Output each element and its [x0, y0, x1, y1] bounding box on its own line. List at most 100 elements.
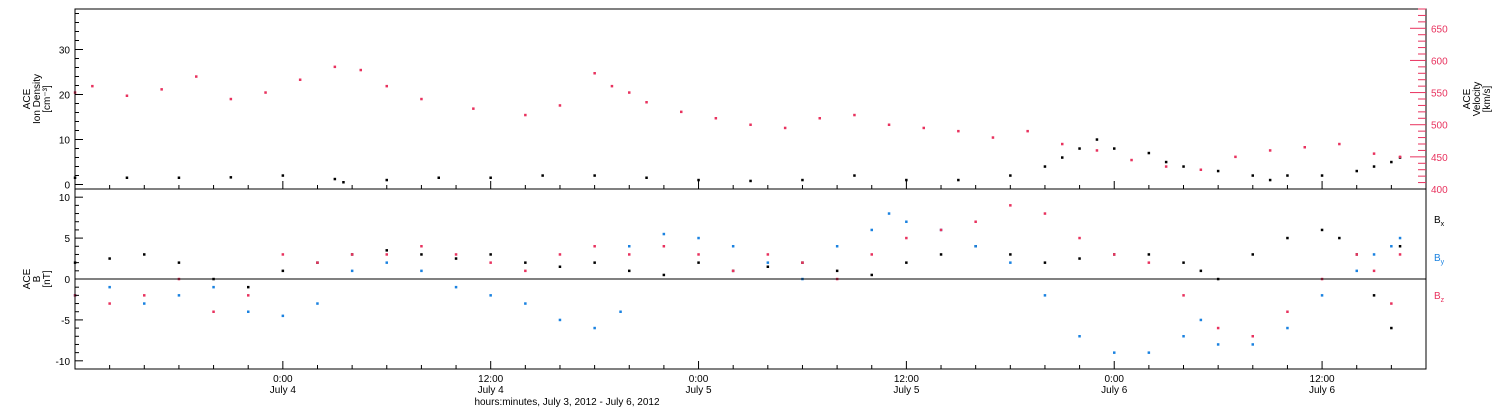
by-point — [1320, 294, 1324, 297]
velocity-point — [1398, 155, 1402, 159]
velocity-axis-label-line-2: Velocity — [1472, 82, 1483, 116]
density-point — [1182, 165, 1185, 168]
x-tick-date-label: July 5 — [893, 385, 920, 396]
by-point — [1043, 294, 1047, 297]
bz-point — [905, 236, 908, 240]
b-axis-ticks: -10 -5 0 5 10 — [56, 193, 83, 368]
bz-point — [974, 220, 977, 223]
by-point — [454, 285, 458, 289]
bz-point — [939, 228, 943, 232]
bx-point — [1078, 257, 1081, 260]
legend-by-sub: y — [1441, 259, 1445, 266]
density-point — [1286, 174, 1289, 177]
velocity-point — [853, 113, 856, 117]
density-point — [281, 174, 285, 177]
bz-point — [801, 261, 804, 264]
velocity-point — [680, 110, 683, 114]
bz-point — [247, 294, 250, 297]
density-point — [957, 178, 960, 182]
velocity-point — [524, 113, 527, 117]
bx-point — [628, 269, 631, 273]
bx-point — [835, 269, 839, 273]
density-point — [541, 174, 544, 177]
bx-point — [870, 273, 873, 277]
by-point — [350, 269, 354, 273]
bz-point — [1078, 236, 1081, 240]
velocity-point — [922, 126, 925, 130]
velocity-point — [714, 117, 718, 120]
bz-point — [628, 253, 631, 256]
bz-point — [1216, 326, 1220, 330]
bx-point — [1286, 236, 1289, 240]
top-panel-frame — [74, 8, 1427, 190]
legend-bz: Bz — [1434, 291, 1445, 304]
velocity-point — [645, 101, 648, 104]
bz-point — [1355, 253, 1358, 256]
density-point — [1355, 169, 1358, 173]
density-point — [1009, 174, 1012, 177]
b-axis-label-line-1: ACE — [22, 268, 33, 289]
density-point — [1216, 169, 1220, 173]
by-point — [593, 326, 596, 330]
by-series — [73, 212, 1402, 354]
x-tick-time-label: 12:00 — [1310, 374, 1335, 385]
bx-point — [385, 249, 388, 252]
velocity-point — [783, 126, 787, 130]
by-point — [385, 261, 388, 264]
velocity-point — [1338, 142, 1341, 146]
velocity-point — [957, 129, 960, 133]
velocity-point — [385, 84, 388, 88]
bz-point — [108, 302, 111, 305]
velocity-point — [887, 123, 891, 126]
velocity-point — [1061, 142, 1064, 146]
bx-point — [524, 261, 527, 264]
b-tick-label: 10 — [59, 193, 71, 204]
x-tick-time-label: 0:00 — [689, 374, 709, 385]
bx-point — [1009, 253, 1012, 256]
density-point — [229, 176, 233, 179]
density-point — [1078, 147, 1081, 150]
velocity-point — [472, 107, 475, 110]
bz-point — [1372, 269, 1376, 273]
x-tick-date-label: July 4 — [478, 385, 505, 396]
by-point — [1251, 343, 1254, 346]
bz-point — [420, 245, 423, 248]
by-point — [247, 310, 250, 313]
density-point — [385, 178, 388, 182]
bz-point — [870, 253, 873, 256]
bz-point — [1182, 294, 1185, 297]
velocity-series — [73, 65, 1402, 171]
top-x-ticks — [109, 181, 1392, 189]
bx-point — [1251, 253, 1254, 256]
by-point — [177, 294, 181, 297]
velocity-point — [628, 91, 631, 94]
density-point — [333, 177, 337, 181]
velocity-point — [1234, 155, 1237, 159]
bx-point — [1199, 269, 1203, 273]
bz-point — [1009, 204, 1012, 207]
by-point — [1372, 253, 1376, 256]
bz-point — [558, 253, 562, 256]
by-point — [1009, 261, 1012, 264]
bz-point — [1286, 310, 1289, 313]
by-point — [1078, 335, 1081, 338]
density-axis-label-line-2: Ion Density — [32, 74, 43, 124]
legend-by: By — [1434, 253, 1445, 266]
velocity-point — [749, 123, 752, 126]
x-tick-date-label: July 6 — [1101, 385, 1128, 396]
velocity-point — [991, 136, 995, 139]
bz-point — [489, 261, 492, 264]
by-point — [1286, 326, 1289, 330]
velocity-point — [195, 75, 198, 78]
by-point — [1199, 318, 1203, 322]
density-point — [437, 176, 440, 179]
velocity-tick-label: 500 — [1431, 121, 1448, 132]
by-point — [662, 232, 666, 236]
x-tick-date-label: July 5 — [685, 385, 712, 396]
b-axis-label-line-3: [nT] — [42, 270, 53, 287]
velocity-point — [1130, 158, 1133, 162]
by-point — [1216, 343, 1220, 346]
density-point — [1164, 160, 1168, 164]
